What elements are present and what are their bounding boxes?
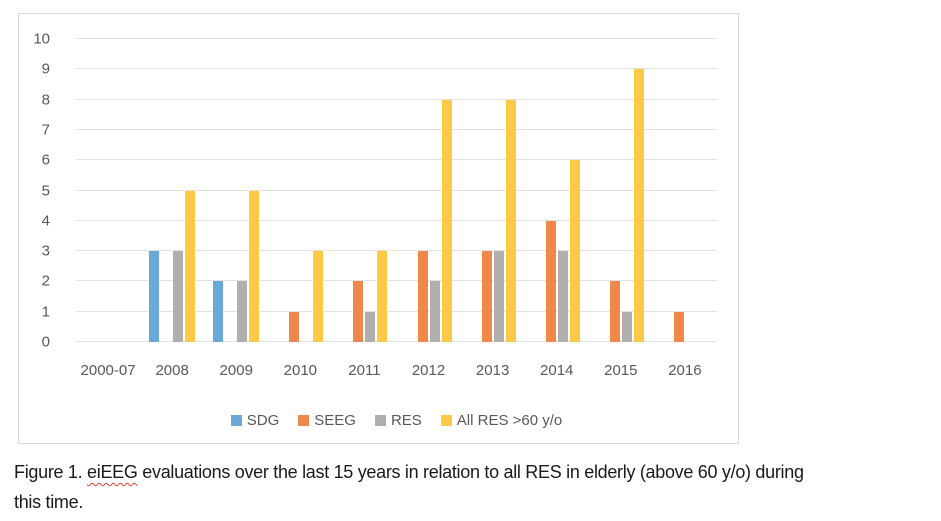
bar-all-res-60-y-o-2012 [441, 99, 452, 342]
bar-sdg-2009 [213, 281, 224, 342]
x-tick-label-2009: 2009 [219, 362, 253, 379]
legend-swatch-all-res-60-y-o [440, 414, 452, 426]
chart-legend: SDG SEEG RES All RES >60 y/o [76, 410, 717, 430]
gridline-1 [76, 310, 717, 312]
caption-line1-rest: evaluations over the last 15 years in re… [137, 462, 804, 482]
bar-seeg-2016 [673, 311, 684, 342]
x-tick-label-2015: 2015 [604, 362, 638, 379]
bar-group-2013 [461, 39, 525, 342]
bar-seeg-2011 [353, 281, 364, 342]
y-tick-label-7: 7 [41, 121, 50, 139]
bar-group-2009 [204, 39, 268, 342]
gridline-7 [76, 128, 717, 130]
bar-all-res-60-y-o-2014 [569, 160, 580, 342]
bar-seeg-2014 [545, 220, 556, 342]
x-tick-label-2014: 2014 [540, 362, 574, 379]
y-tick-label-3: 3 [41, 242, 50, 260]
bar-group-2008 [140, 39, 204, 342]
bar-group-2016 [653, 39, 717, 342]
gridline-5 [76, 189, 717, 191]
y-tick-label-2: 2 [41, 272, 50, 290]
bar-group-2000-07 [76, 39, 140, 342]
gridline-0 [76, 341, 717, 342]
bar-group-2012 [396, 39, 460, 342]
y-tick-label-9: 9 [41, 60, 50, 78]
bar-all-res-60-y-o-2010 [313, 251, 324, 342]
x-tick-label-2013: 2013 [475, 362, 510, 379]
bar-res-2015 [621, 311, 632, 342]
legend-label-sdg: SDG [246, 411, 280, 429]
caption-line2: this time. [14, 492, 84, 512]
bar-sdg-2008 [149, 251, 160, 342]
bar-groups [76, 39, 717, 342]
gridline-3 [76, 250, 717, 252]
bar-seeg-2013 [481, 251, 492, 342]
legend-item-sdg: SDG [230, 411, 280, 429]
legend-swatch-res [374, 414, 386, 426]
bar-group-2015 [589, 39, 653, 342]
legend-item-res: RES [374, 411, 422, 429]
bar-res-2013 [493, 251, 504, 342]
bar-group-2010 [268, 39, 332, 342]
bar-all-res-60-y-o-2009 [249, 190, 260, 342]
legend-item-all-res-60-y-o: All RES >60 y/o [440, 411, 563, 429]
bar-res-2008 [173, 251, 184, 342]
y-axis-labels: 0 1 2 3 4 5 6 7 8 9 10 [19, 32, 50, 350]
legend-label-res: RES [390, 411, 422, 429]
x-tick-label-2008: 2008 [155, 362, 189, 379]
y-tick-label-6: 6 [41, 151, 50, 169]
gridline-6 [76, 159, 717, 161]
chart-frame: 0 1 2 3 4 5 6 7 8 9 10 2000-07 2008 2009 2010 2011 2012… [18, 13, 739, 444]
bar-seeg-2012 [417, 251, 428, 342]
caption-flagged-word: eiEEG [87, 462, 138, 482]
gridline-10 [76, 38, 717, 39]
bar-seeg-2015 [609, 281, 620, 342]
y-tick-label-1: 1 [41, 303, 50, 321]
bar-res-2014 [557, 251, 568, 342]
bar-res-2012 [429, 281, 440, 342]
figure-caption: Figure 1. eiEEG evaluations over the las… [14, 457, 932, 517]
bar-group-2014 [525, 39, 589, 342]
legend-item-seeg: SEEG [298, 412, 356, 429]
gridline-9 [76, 68, 717, 70]
gridline-2 [76, 280, 717, 282]
legend-label-all-res-60-y-o: All RES >60 y/o [456, 411, 563, 429]
bar-seeg-2010 [289, 311, 300, 342]
y-tick-label-4: 4 [41, 212, 50, 230]
bar-all-res-60-y-o-2015 [633, 69, 644, 342]
x-axis-labels: 2000-07 2008 2009 2010 2011 2012 2013 2014 2015 2… [76, 362, 717, 379]
gridline-8 [76, 98, 717, 100]
x-tick-label-2012: 2012 [411, 362, 446, 379]
bar-group-2011 [332, 39, 396, 342]
bar-res-2011 [365, 311, 376, 342]
plot-area [76, 38, 717, 342]
caption-prefix: Figure 1. [14, 462, 88, 482]
legend-label-seeg: SEEG [314, 411, 356, 429]
y-tick-label-5: 5 [41, 182, 50, 199]
y-tick-label-8: 8 [41, 91, 50, 109]
gridline-4 [76, 219, 717, 221]
bar-res-2009 [237, 281, 248, 342]
y-tick-label-10: 10 [33, 30, 50, 48]
x-tick-label-2011: 2011 [348, 362, 381, 379]
x-tick-label-2000-07: 2000-07 [80, 362, 136, 379]
bar-all-res-60-y-o-2013 [505, 99, 516, 342]
legend-swatch-sdg [230, 414, 242, 426]
y-tick-label-0: 0 [41, 333, 50, 351]
x-tick-label-2016: 2016 [668, 362, 702, 379]
x-tick-label-2010: 2010 [283, 362, 318, 379]
bar-all-res-60-y-o-2011 [377, 251, 388, 342]
bar-all-res-60-y-o-2008 [185, 190, 196, 342]
legend-swatch-seeg [298, 414, 310, 426]
